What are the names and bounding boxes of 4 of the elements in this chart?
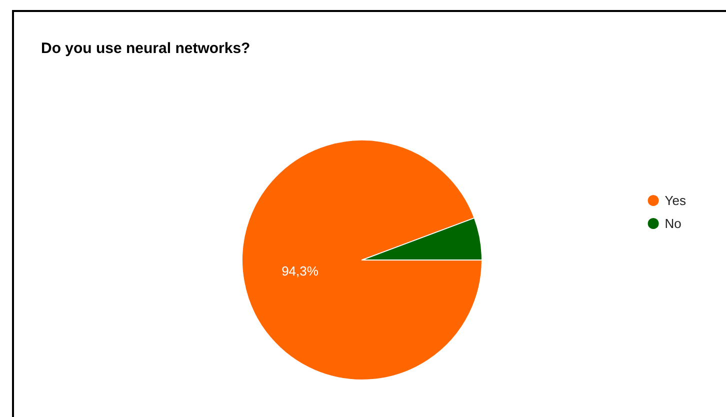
- data-label: 94,3%: [282, 264, 319, 279]
- chart-title: Do you use neural networks?: [41, 40, 250, 57]
- legend-label: No: [664, 216, 682, 231]
- legend-label: Yes: [664, 193, 686, 208]
